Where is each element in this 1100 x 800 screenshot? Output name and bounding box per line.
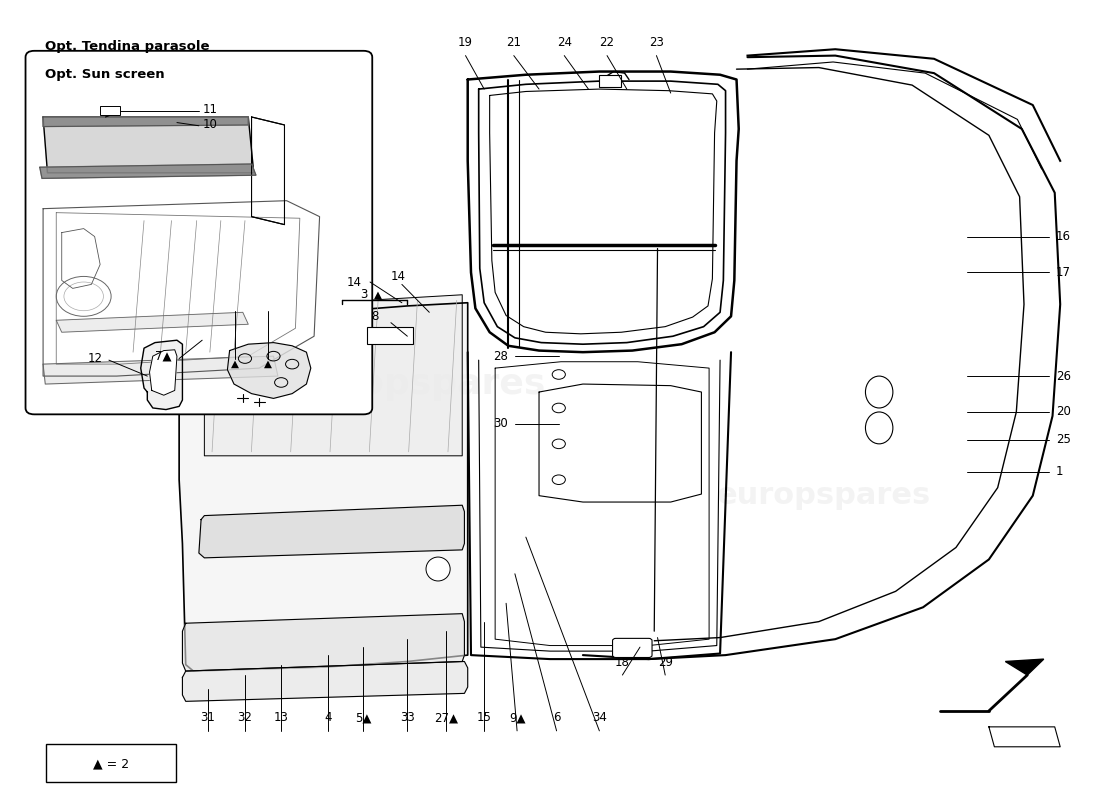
Text: 18: 18 <box>615 656 630 669</box>
Text: 34: 34 <box>592 711 607 725</box>
Polygon shape <box>199 506 464 558</box>
FancyBboxPatch shape <box>613 638 652 658</box>
FancyBboxPatch shape <box>25 51 372 414</box>
Text: 5▲: 5▲ <box>355 711 372 725</box>
Text: europspares: europspares <box>292 367 546 401</box>
Polygon shape <box>179 302 468 671</box>
Text: 10: 10 <box>202 118 217 130</box>
FancyBboxPatch shape <box>366 326 412 344</box>
Text: 30: 30 <box>494 418 508 430</box>
Text: 13: 13 <box>274 711 288 725</box>
Text: ▲: ▲ <box>264 358 272 369</box>
Ellipse shape <box>426 557 450 581</box>
Text: Opt. Sun screen: Opt. Sun screen <box>45 68 165 81</box>
Text: 1: 1 <box>1056 466 1064 478</box>
Text: 4: 4 <box>324 711 332 725</box>
Polygon shape <box>141 340 183 410</box>
Polygon shape <box>183 614 464 671</box>
Text: 11: 11 <box>202 102 217 115</box>
Polygon shape <box>40 164 256 178</box>
Text: 31: 31 <box>200 711 216 725</box>
Text: 32: 32 <box>238 711 252 725</box>
Text: ▲ = 2: ▲ = 2 <box>94 757 129 770</box>
Polygon shape <box>43 117 254 173</box>
Bar <box>600 74 621 87</box>
Text: 22: 22 <box>600 36 615 50</box>
Text: europspares: europspares <box>717 481 932 510</box>
Polygon shape <box>228 342 311 398</box>
Text: 7▲: 7▲ <box>155 350 172 362</box>
Text: 20: 20 <box>1056 406 1070 418</box>
Text: 29: 29 <box>658 656 673 669</box>
Polygon shape <box>989 727 1060 746</box>
Text: 28: 28 <box>494 350 508 362</box>
Text: 6: 6 <box>553 711 560 725</box>
Text: 27▲: 27▲ <box>433 711 458 725</box>
FancyBboxPatch shape <box>46 744 176 782</box>
Polygon shape <box>56 312 249 332</box>
Polygon shape <box>205 294 462 456</box>
Text: ▲: ▲ <box>374 290 383 300</box>
Text: 25: 25 <box>1056 434 1070 446</box>
Text: 15: 15 <box>476 711 492 725</box>
Text: 12: 12 <box>87 352 102 365</box>
Polygon shape <box>43 117 249 126</box>
Text: 21: 21 <box>506 36 521 50</box>
Text: Opt. Tendina parasole: Opt. Tendina parasole <box>45 40 210 54</box>
Text: 16: 16 <box>1056 230 1070 243</box>
Text: 8: 8 <box>371 310 378 322</box>
Text: 9▲: 9▲ <box>509 711 526 725</box>
Text: 26: 26 <box>1056 370 1070 382</box>
Text: 3: 3 <box>361 288 367 302</box>
Text: 33: 33 <box>400 711 415 725</box>
Text: 23: 23 <box>649 36 664 50</box>
Text: 24: 24 <box>557 36 572 50</box>
Text: 19: 19 <box>458 36 473 50</box>
Text: 14: 14 <box>392 270 406 283</box>
Text: 17: 17 <box>1056 266 1070 279</box>
Text: ▲: ▲ <box>231 358 239 369</box>
Polygon shape <box>150 350 177 395</box>
Ellipse shape <box>866 412 893 444</box>
Text: 14: 14 <box>346 275 361 289</box>
Ellipse shape <box>866 376 893 408</box>
Polygon shape <box>43 356 278 384</box>
Polygon shape <box>183 662 468 702</box>
Bar <box>100 106 120 115</box>
Polygon shape <box>1005 659 1044 675</box>
